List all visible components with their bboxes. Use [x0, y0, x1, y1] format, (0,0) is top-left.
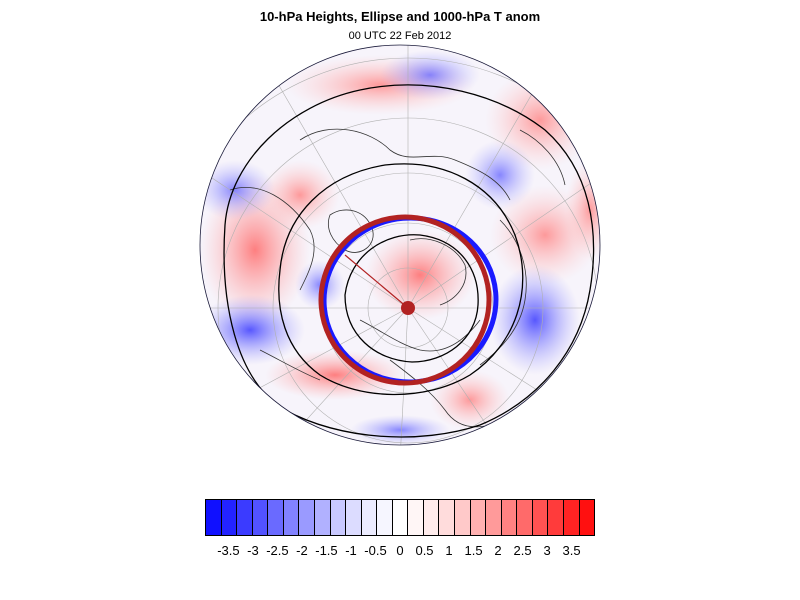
colorbar-swatch — [330, 500, 347, 535]
ellipse-axis — [344, 254, 409, 309]
colorbar-swatch — [579, 500, 595, 535]
vortex-ellipse — [318, 214, 499, 386]
colorbar-swatch — [377, 500, 393, 535]
colorbar-swatch — [206, 500, 222, 535]
colorbar-swatch — [517, 500, 533, 535]
ellipse-center-marker — [401, 301, 415, 315]
colorbar-swatch — [439, 500, 455, 535]
colorbar-tick-label: -3.5 — [217, 543, 240, 558]
colorbar-swatch — [548, 500, 564, 535]
globe-border — [199, 44, 601, 446]
colorbar-swatch — [486, 500, 502, 535]
colorbar-swatch — [346, 500, 362, 535]
colorbar-swatch — [237, 500, 253, 535]
colorbar-tick-label: 1.5 — [464, 543, 483, 558]
colorbar-tick-label: -2.5 — [266, 543, 289, 558]
map-title: 10-hPa Heights, Ellipse and 1000-hPa T a… — [259, 9, 541, 24]
colorbar-tick-label: -2 — [296, 543, 308, 558]
colorbar-tick-label: -1.5 — [315, 543, 338, 558]
colorbar-swatch — [423, 500, 440, 535]
temperature-anomaly-field — [200, 50, 600, 445]
ellipse-outline — [318, 214, 492, 386]
colorbar-tick-label: 2.5 — [513, 543, 532, 558]
colorbar-tick-label: 0 — [396, 543, 404, 558]
colorbar-swatch — [283, 500, 300, 535]
colorbar-swatch — [221, 500, 238, 535]
colorbar-tick-label: -0.5 — [364, 543, 387, 558]
colorbar-tick-label: 3.5 — [562, 543, 581, 558]
colorbar-tick-label: 1 — [445, 543, 453, 558]
colorbar-tick-label: 0.5 — [415, 543, 434, 558]
colorbar-swatch — [361, 500, 378, 535]
colorbar-swatch — [470, 500, 487, 535]
globe — [200, 45, 600, 445]
colorbar-swatch — [268, 500, 284, 535]
colorbar-swatch — [501, 500, 518, 535]
colorbar-labels: -3.5 -3 -2.5 -2 -1.5 -1 -0.5 0 0.5 1 1.5 2 2.5 3 3.5 — [0, 543, 800, 563]
colorbar — [205, 499, 595, 536]
colorbar-swatch — [299, 500, 315, 535]
colorbar-swatch — [455, 500, 471, 535]
colorbar-swatch — [252, 500, 269, 535]
colorbar-tick-label: 2 — [494, 543, 502, 558]
colorbar-swatch — [392, 500, 409, 535]
colorbar-tick-label: 3 — [543, 543, 551, 558]
colorbar-swatch — [563, 500, 580, 535]
colorbar-swatch — [532, 500, 549, 535]
map-subtitle: 00 UTC 22 Feb 2012 — [348, 30, 452, 42]
colorbar-swatch — [408, 500, 424, 535]
colorbar-swatch — [314, 500, 331, 535]
colorbar-tick-label: -1 — [345, 543, 357, 558]
colorbar-tick-label: -3 — [247, 543, 259, 558]
